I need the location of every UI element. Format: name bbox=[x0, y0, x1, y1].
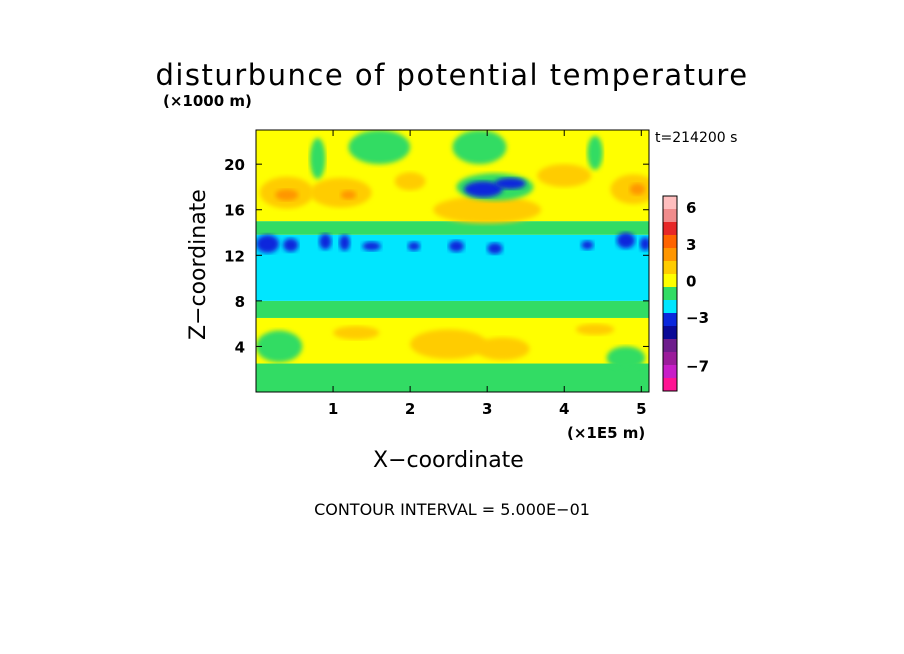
colorbar-swatch bbox=[663, 378, 677, 391]
contour-cell-22 bbox=[639, 237, 649, 251]
y-tick-label: 4 bbox=[235, 338, 245, 356]
band-3 bbox=[256, 261, 649, 301]
colorbar-swatch bbox=[663, 248, 677, 261]
contour-cell-24 bbox=[475, 337, 530, 361]
colorbar-swatch bbox=[663, 274, 677, 287]
colorbar-swatch bbox=[663, 196, 677, 209]
colorbar-swatch bbox=[663, 261, 677, 274]
contour-cell-32 bbox=[587, 135, 603, 170]
contour-cell-30 bbox=[452, 130, 507, 165]
y-tick-label: 8 bbox=[235, 293, 245, 311]
contour-cell-21 bbox=[616, 232, 636, 249]
colorbar-swatch bbox=[663, 339, 677, 352]
contour-cell-7 bbox=[340, 190, 357, 200]
colorbar-swatch bbox=[663, 352, 677, 365]
contour-cell-19 bbox=[487, 242, 503, 255]
colorbar-frame bbox=[662, 195, 678, 392]
contour-cell-25 bbox=[333, 325, 380, 340]
plot-area bbox=[256, 130, 649, 392]
contour-cell-6 bbox=[275, 189, 299, 201]
contour-cell-18 bbox=[448, 240, 465, 252]
contour-cell-26 bbox=[575, 323, 615, 336]
contour-cell-27 bbox=[256, 330, 303, 363]
contour-cell-8 bbox=[629, 183, 646, 195]
contour-cell-15 bbox=[339, 234, 351, 251]
contour-cell-29 bbox=[348, 130, 411, 165]
colorbar-tick-label: −7 bbox=[686, 358, 709, 376]
colorbar-swatch bbox=[663, 326, 677, 339]
x-tick-label: 1 bbox=[328, 400, 338, 418]
contour-cell-3 bbox=[537, 164, 592, 187]
colorbar-swatch bbox=[663, 287, 677, 300]
colorbar-tick-label: −3 bbox=[686, 309, 709, 327]
time-label: t=214200 s bbox=[655, 130, 738, 146]
band-2 bbox=[256, 300, 649, 318]
colorbar-tick-label: 0 bbox=[686, 272, 696, 290]
contour-cell-5 bbox=[433, 196, 542, 224]
x-axis-label: X−coordinate bbox=[373, 448, 524, 473]
y-tick-label: 16 bbox=[224, 202, 245, 220]
contour-cell-23 bbox=[410, 329, 488, 359]
x-tick-label: 2 bbox=[405, 400, 415, 418]
contour-cell-20 bbox=[581, 240, 594, 250]
colorbar-swatch bbox=[663, 313, 677, 326]
plot-frame bbox=[255, 129, 650, 393]
y-axis-ticks: 4 8 12 16 20 bbox=[224, 156, 649, 356]
colorbar: 6 3 0 −3 −7 bbox=[662, 195, 709, 392]
contour-interval-note: CONTOUR INTERVAL = 5.000E−01 bbox=[314, 500, 590, 519]
contour-cell-16 bbox=[362, 241, 381, 251]
contour-cell-2 bbox=[394, 172, 426, 191]
contour-cell-31 bbox=[309, 137, 326, 179]
contour-cell-28 bbox=[606, 346, 646, 370]
x-tick-label: 3 bbox=[482, 400, 492, 418]
colorbar-swatch bbox=[663, 365, 677, 378]
colorbar-swatch bbox=[663, 209, 677, 222]
colorbar-swatch bbox=[663, 300, 677, 313]
x-axis-ticks: 1 2 3 4 5 bbox=[328, 130, 647, 418]
y-tick-label: 20 bbox=[224, 156, 245, 174]
colorbar-swatch bbox=[663, 235, 677, 248]
contour-cell-1 bbox=[309, 177, 372, 208]
band-5 bbox=[256, 221, 649, 235]
colorbar-tick-label: 3 bbox=[686, 236, 696, 254]
contour-cell-10 bbox=[464, 181, 503, 198]
x-tick-label: 5 bbox=[636, 400, 646, 418]
x-axis-unit: (×1E5 m) bbox=[567, 424, 646, 442]
z-axis-unit: (×1000 m) bbox=[163, 92, 252, 110]
band-0 bbox=[256, 363, 649, 392]
contour-cell-13 bbox=[282, 238, 299, 252]
colorbar-tick-label: 6 bbox=[686, 199, 696, 217]
colorbar-swatch bbox=[663, 222, 677, 235]
contour-cell-12 bbox=[256, 234, 280, 254]
contour-cell-11 bbox=[494, 177, 526, 190]
contour-cell-17 bbox=[407, 241, 421, 251]
chart-title: disturbunce of potential temperature bbox=[155, 58, 749, 92]
y-tick-label: 12 bbox=[224, 247, 245, 265]
contour-cell-14 bbox=[319, 233, 332, 250]
x-tick-label: 4 bbox=[559, 400, 569, 418]
